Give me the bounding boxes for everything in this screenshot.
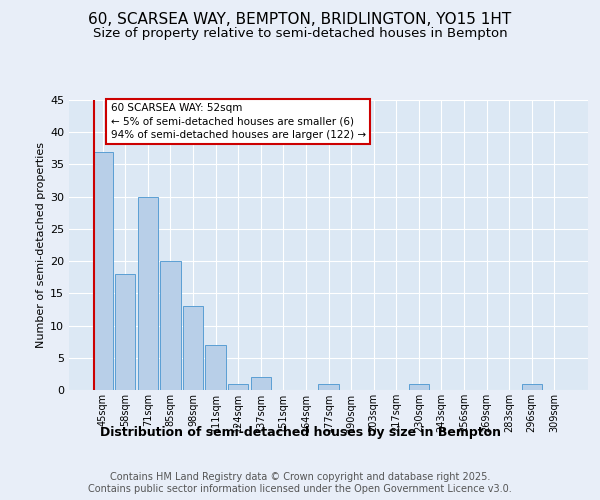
Text: 60 SCARSEA WAY: 52sqm
← 5% of semi-detached houses are smaller (6)
94% of semi-d: 60 SCARSEA WAY: 52sqm ← 5% of semi-detac… <box>110 103 366 140</box>
Text: Contains HM Land Registry data © Crown copyright and database right 2025.
Contai: Contains HM Land Registry data © Crown c… <box>88 472 512 494</box>
Bar <box>251 377 271 390</box>
Bar <box>160 261 181 390</box>
Bar <box>521 384 542 390</box>
Bar <box>92 152 113 390</box>
Bar <box>138 196 158 390</box>
Bar <box>228 384 248 390</box>
Bar <box>183 306 203 390</box>
Text: Size of property relative to semi-detached houses in Bempton: Size of property relative to semi-detach… <box>92 28 508 40</box>
Y-axis label: Number of semi-detached properties: Number of semi-detached properties <box>36 142 46 348</box>
Bar <box>319 384 338 390</box>
Text: 60, SCARSEA WAY, BEMPTON, BRIDLINGTON, YO15 1HT: 60, SCARSEA WAY, BEMPTON, BRIDLINGTON, Y… <box>88 12 512 28</box>
Text: Distribution of semi-detached houses by size in Bempton: Distribution of semi-detached houses by … <box>100 426 500 439</box>
Bar <box>115 274 136 390</box>
Bar <box>409 384 429 390</box>
Bar <box>205 345 226 390</box>
